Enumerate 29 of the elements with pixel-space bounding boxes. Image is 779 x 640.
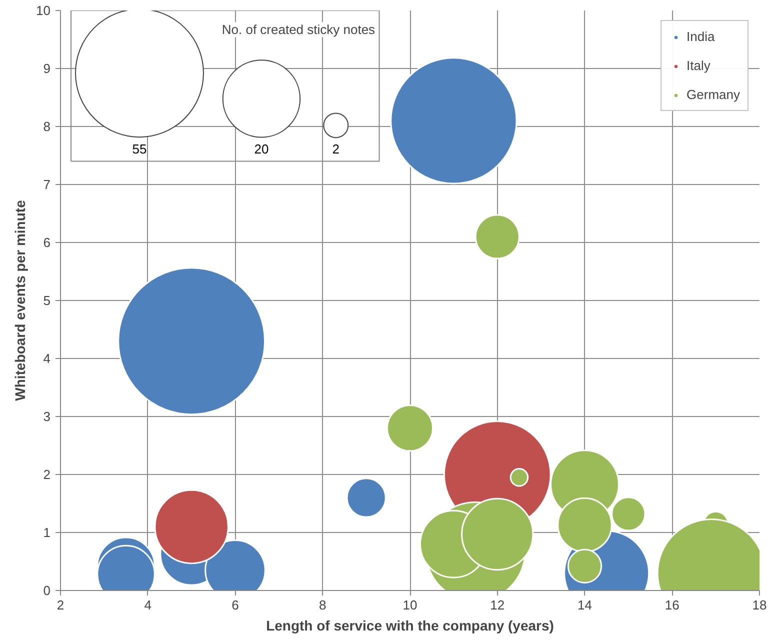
- x-tick-label: 16: [664, 598, 680, 612]
- y-tick-label: 0: [43, 583, 51, 598]
- legend-label: 20: [254, 142, 269, 157]
- legend-label: India: [686, 29, 715, 44]
- y-tick-label: 3: [43, 409, 51, 424]
- y-tick-label: 5: [43, 293, 51, 308]
- x-axis-title: Length of service with the company (years): [266, 618, 554, 634]
- legend-label: 55: [132, 142, 147, 157]
- x-tick-label: 4: [144, 598, 152, 612]
- y-tick-label: 10: [36, 3, 51, 18]
- x-tick-label: 12: [490, 598, 505, 612]
- y-axis-title: Whiteboard events per minute: [12, 200, 28, 401]
- x-tick-label: 8: [319, 598, 326, 612]
- y-tick-label: 1: [43, 525, 51, 540]
- x-tick-label: 6: [232, 598, 239, 612]
- x-tick-label: 2: [56, 598, 64, 612]
- x-tick-label: 10: [402, 598, 418, 612]
- y-tick-label: 9: [43, 61, 51, 76]
- x-tick-label: 18: [752, 598, 767, 612]
- x-tick-label: 14: [578, 598, 592, 612]
- legend-label: 2: [332, 142, 340, 157]
- annotation: No. of created sticky notes: [222, 22, 376, 38]
- y-tick-label: 8: [43, 119, 51, 134]
- y-tick-label: 2: [43, 467, 51, 482]
- y-tick-label: 6: [43, 235, 51, 250]
- legend-label: Italy: [686, 58, 710, 73]
- y-tick-label: 4: [43, 351, 51, 366]
- legend-label: Germany: [686, 87, 740, 102]
- y-tick-label: 7: [43, 177, 51, 192]
